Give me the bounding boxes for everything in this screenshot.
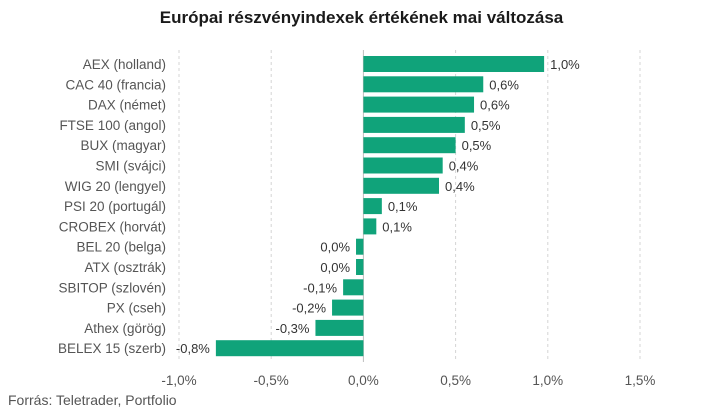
x-tick-label: -0,5%	[254, 373, 289, 388]
category-label: Athex (görög)	[84, 321, 166, 336]
category-label: SBITOP (szlovén)	[58, 280, 166, 295]
data-label: 0,6%	[489, 77, 519, 92]
x-tick-label: 0,5%	[440, 373, 471, 388]
category-label: PSI 20 (portugál)	[64, 199, 166, 214]
bars	[215, 56, 545, 357]
bar	[363, 218, 377, 235]
category-label: ATX (osztrák)	[84, 260, 166, 275]
bar	[343, 279, 364, 296]
category-label: BUX (magyar)	[80, 138, 166, 153]
category-label: WIG 20 (lengyel)	[65, 179, 166, 194]
bar	[363, 157, 443, 174]
source-note: Forrás: Teletrader, Portfolio	[8, 392, 177, 408]
bar	[363, 137, 456, 154]
bar	[363, 116, 465, 133]
category-label: AEX (holland)	[83, 57, 166, 72]
chart-title: Európai részvényindexek értékének mai vá…	[159, 8, 564, 27]
category-label: FTSE 100 (angol)	[59, 118, 166, 133]
data-label: -0,2%	[292, 301, 326, 316]
data-label: 0,0%	[320, 260, 350, 275]
bar	[363, 198, 382, 215]
bar	[356, 238, 364, 255]
data-label: 0,5%	[462, 138, 492, 153]
category-label: BELEX 15 (szerb)	[58, 341, 166, 356]
bar	[363, 56, 545, 72]
x-tick-label: 1,0%	[532, 373, 563, 388]
category-label: CAC 40 (francia)	[65, 77, 166, 92]
category-label: DAX (német)	[88, 98, 166, 113]
data-label: 0,0%	[320, 240, 350, 255]
category-label: PX (cseh)	[107, 301, 166, 316]
bar	[356, 259, 364, 275]
data-label: 0,4%	[445, 179, 475, 194]
bar	[363, 177, 440, 194]
x-axis-ticks: -1,0% -0,5% 0,0% 0,5% 1,0% 1,5%	[161, 373, 655, 388]
bar	[363, 96, 475, 113]
category-label: SMI (svájci)	[96, 159, 167, 174]
bar	[315, 319, 364, 336]
category-labels: AEX (holland) CAC 40 (francia) DAX (német)…	[58, 57, 166, 356]
data-labels: 1,0% 0,6% 0,6% 0,5% 0,5% 0,4% 0,4% 0,1% 0,1% 0,0%…	[176, 57, 580, 356]
data-label: 1,0%	[550, 57, 580, 72]
category-label: BEL 20 (belga)	[76, 240, 166, 255]
bar	[215, 340, 364, 357]
data-label: 0,6%	[480, 98, 510, 113]
bar	[363, 76, 484, 93]
category-label: CROBEX (horvát)	[59, 219, 166, 234]
data-label: 0,1%	[388, 199, 418, 214]
x-tick-label: -1,0%	[161, 373, 196, 388]
data-label: 0,1%	[382, 219, 412, 234]
data-label: 0,5%	[471, 118, 501, 133]
data-label: -0,8%	[176, 341, 210, 356]
data-label: 0,4%	[449, 159, 479, 174]
bar	[332, 299, 364, 316]
data-label: -0,3%	[275, 321, 309, 336]
x-tick-label: 1,5%	[625, 373, 656, 388]
x-tick-label: 0,0%	[348, 373, 379, 388]
data-label: -0,1%	[303, 280, 337, 295]
